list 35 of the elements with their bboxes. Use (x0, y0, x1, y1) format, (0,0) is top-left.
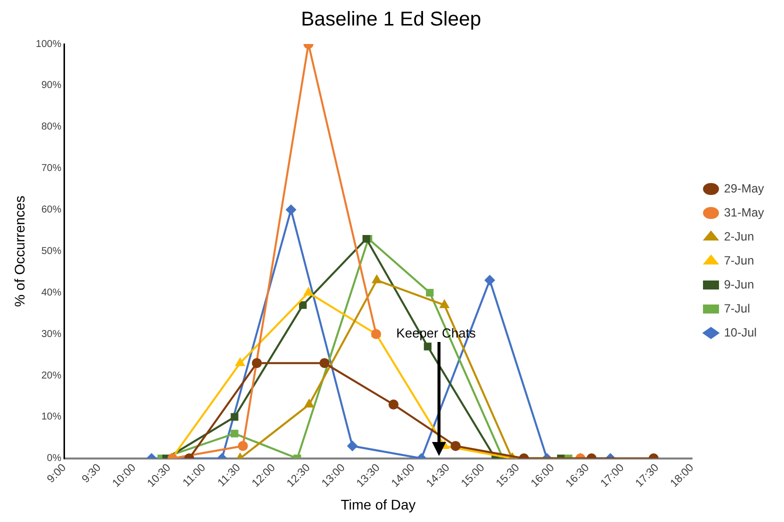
legend-label: 7-Jun (724, 253, 754, 268)
point (304, 400, 314, 408)
y-tick-label: 30% (41, 328, 62, 340)
point (484, 275, 495, 286)
point (252, 358, 262, 368)
y-tick-label: 90% (41, 80, 62, 92)
y-tick-label: 70% (41, 163, 62, 174)
y-tick-label: 20% (41, 370, 62, 382)
point (319, 358, 330, 368)
y-axis-title: % of Occurrences (11, 196, 28, 307)
legend-label: 9-Jun (724, 277, 754, 292)
chart-title: Baseline 1 Ed Sleep (300, 8, 482, 31)
x-axis-title: Time of Day (340, 496, 416, 512)
point (236, 358, 245, 366)
legend-label: 31-May (724, 205, 764, 220)
point (286, 204, 296, 215)
legend-label: 29-May (724, 181, 764, 196)
y-tick-label: 60% (41, 204, 62, 216)
point (426, 288, 434, 296)
legend-label: 7-Jul (724, 301, 750, 316)
point (372, 275, 382, 284)
point (424, 342, 432, 350)
y-tick-label: 100% (36, 38, 62, 50)
point (440, 300, 449, 308)
point (304, 288, 313, 296)
y-tick-label: 10% (41, 412, 62, 423)
legend-label: 10-Jul (724, 325, 757, 340)
point (299, 301, 307, 309)
x-tick-label: 9:30 (80, 462, 104, 486)
x-tick-label: 9:00 (45, 462, 69, 486)
legend-label: 2-Jun (724, 229, 754, 244)
y-tick-label: 80% (41, 122, 62, 133)
y-tick-label: 0% (46, 453, 62, 464)
y-tick-label: 40% (41, 287, 62, 298)
y-tick-label: 50% (41, 246, 62, 257)
